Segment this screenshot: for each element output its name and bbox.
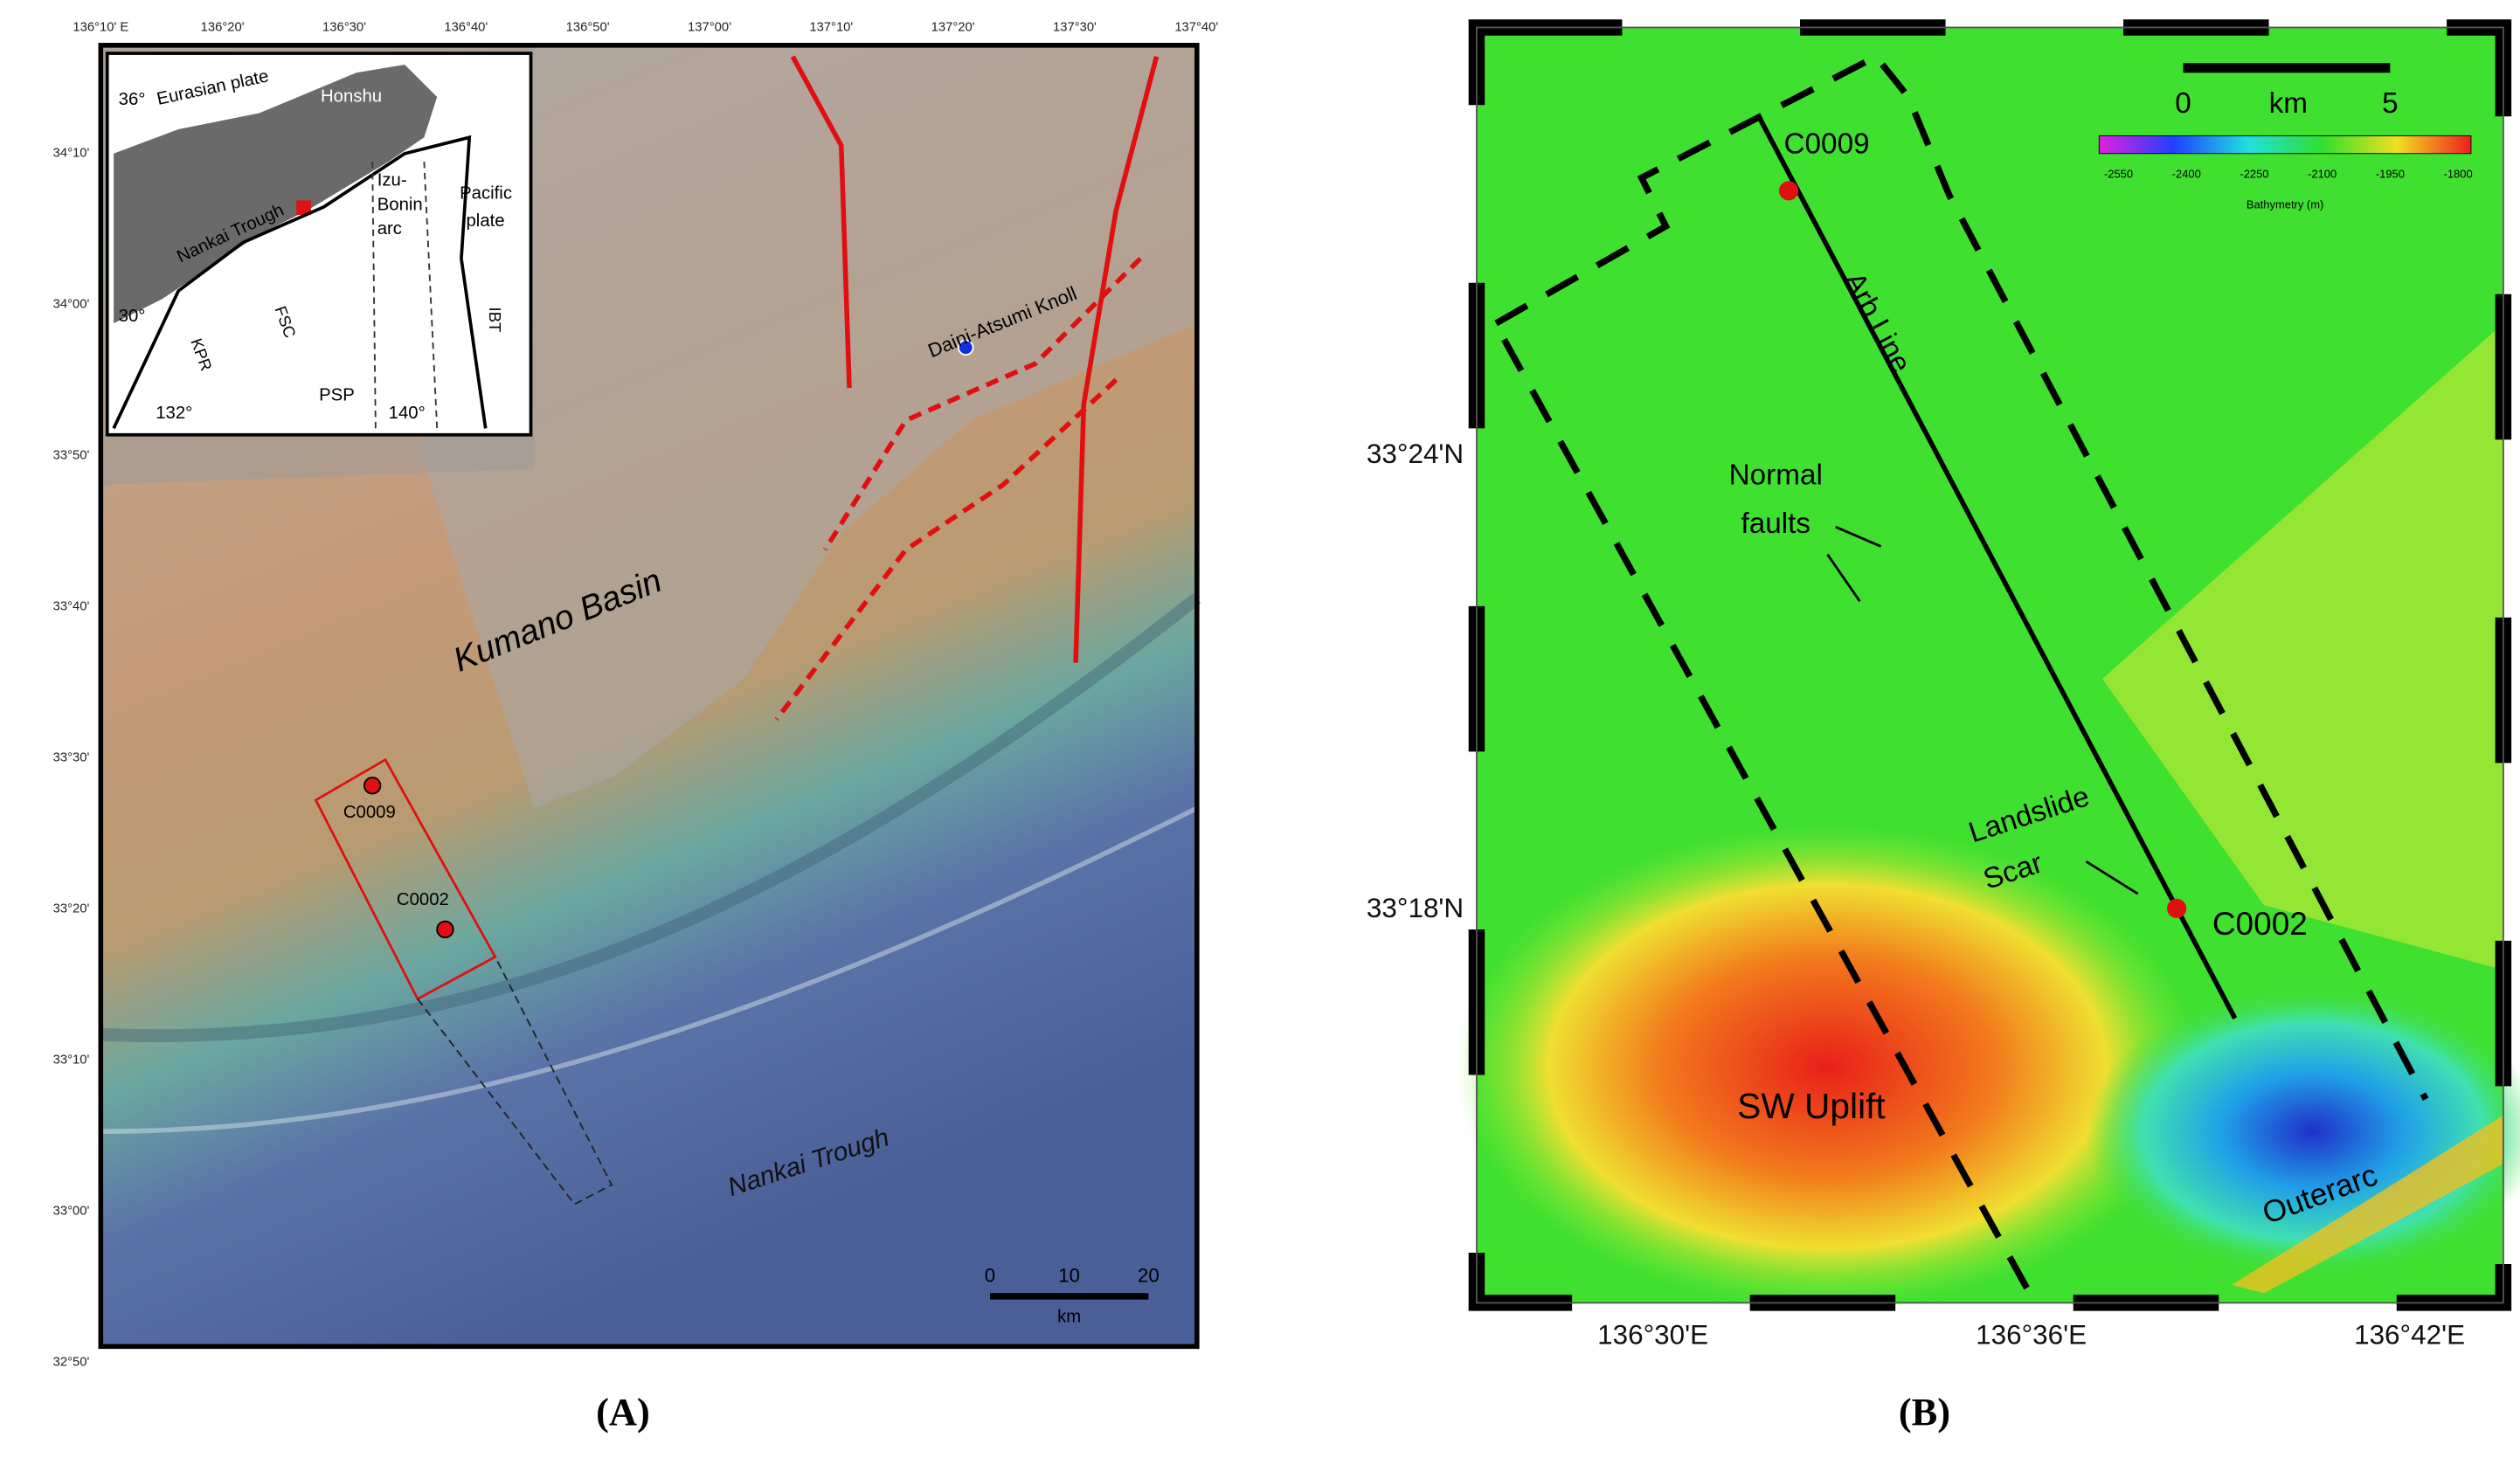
scale-label: 10 <box>1058 1265 1080 1287</box>
lon-label: 136°42'E <box>2354 1320 2465 1351</box>
scale-bar <box>2183 63 2391 73</box>
colorbar-tick-label: -2250 <box>2240 167 2268 180</box>
inset-label: 140° <box>389 404 426 423</box>
lon-label: 136°30' <box>322 20 366 34</box>
slope-ridge <box>100 805 1199 1135</box>
faults-label: Normal <box>1729 460 1823 492</box>
lon-label: 136°30'E <box>1597 1320 1708 1351</box>
panel-a: Kumano Basin Nankai Trough Daini-Atsumi … <box>98 43 1201 1434</box>
caption: (B) <box>1899 1390 1950 1434</box>
inset-label: 132° <box>156 404 192 423</box>
slope-b <box>2102 323 2503 971</box>
lat-label: 33°10' <box>53 1054 90 1068</box>
lon-label: 136°36'E <box>1976 1320 2087 1351</box>
scale-label: 0 <box>985 1265 995 1287</box>
lon-label: 136°20' <box>201 20 245 34</box>
inset-label: Honshu <box>321 86 382 106</box>
site-label: C0009 <box>343 803 396 822</box>
faults-label: faults <box>1741 508 1810 540</box>
inset-land <box>114 65 438 324</box>
site-marker <box>436 920 454 939</box>
lon-label: 136°50' <box>566 20 610 34</box>
inset-label: plate <box>466 211 504 231</box>
uplift-label: SW Uplift <box>1737 1086 1886 1126</box>
scale-unit: km <box>2269 87 2308 120</box>
caption: (A) <box>596 1390 650 1434</box>
inset-label: Izu- <box>377 171 407 190</box>
inset-map: 36° Eurasian plate Honshu Izu- Bonin arc… <box>105 52 533 437</box>
lat-label: 33°00' <box>53 1205 90 1219</box>
site-label: C0009 <box>1784 128 1870 160</box>
inset-trench <box>112 135 488 430</box>
fault-arrow <box>1073 56 1160 663</box>
lat-label: 33°20' <box>53 902 90 916</box>
site-label: C0002 <box>2212 906 2308 942</box>
lat-label: 33°50' <box>53 449 90 463</box>
colorbar-title: Bathymetry (m) <box>2247 197 2323 211</box>
inset-label: PSP <box>319 386 355 405</box>
lat-label: 34°00' <box>53 298 90 312</box>
pointer <box>2085 860 2139 895</box>
colorbar-tick-label: -1950 <box>2376 167 2405 180</box>
lat-label: 34°10' <box>53 147 90 161</box>
colorbar <box>2098 135 2472 155</box>
lon-label: 137°40' <box>1174 20 1218 34</box>
site-marker <box>1778 181 1799 201</box>
outerarc-ridge <box>2232 1115 2503 1294</box>
scale-label: 20 <box>1138 1265 1160 1287</box>
inset-label: arc <box>377 219 402 238</box>
scale-label: 0 <box>2175 87 2191 120</box>
dashed-fault <box>774 377 1118 722</box>
site-marker <box>2167 898 2187 918</box>
site-label: C0002 <box>397 890 449 909</box>
lon-label: 136°40' <box>444 20 488 34</box>
scale-unit: km <box>1057 1307 1081 1326</box>
colorbar-ticks: -2550 -2400 -2250 -2100 -1950 -1800 <box>2104 167 2473 180</box>
lat-label: 32°50' <box>53 1356 90 1370</box>
inset-label: Pacific <box>460 183 512 203</box>
inset-label: 36° <box>119 90 146 109</box>
survey-boundary <box>1501 337 2032 1296</box>
colorbar-tick-label: -2400 <box>2172 167 2201 180</box>
colorbar-tick-label: -2550 <box>2104 167 2133 180</box>
inset-label: 30° <box>119 307 146 326</box>
inset-label: IBT <box>486 307 504 333</box>
fault-arrow <box>790 55 852 389</box>
lat-label: 33°24'N <box>1367 439 1464 469</box>
lon-label: 136°10' E <box>73 20 128 34</box>
arb-line <box>1757 116 2238 1020</box>
survey-extension <box>417 956 613 1206</box>
inset-label: Bonin <box>377 195 423 214</box>
slope-ridge <box>100 592 1201 1042</box>
lat-label: 33°18'N <box>1367 893 1464 923</box>
shelf-relief <box>420 45 1197 809</box>
lon-label: 137°20' <box>931 20 975 34</box>
lon-label: 137°30' <box>1053 20 1097 34</box>
site-marker <box>363 777 382 795</box>
survey-boundary <box>1494 52 2429 1101</box>
lat-label: 33°40' <box>53 600 90 614</box>
colorbar-tick-label: -2100 <box>2308 167 2337 180</box>
scale-label: 5 <box>2382 87 2399 120</box>
panel-b: 0 km 5 -2550 -2400 -2250 -2100 -1950 -1800 Ba… <box>1455 19 2520 1434</box>
deep-basin <box>2086 985 2520 1277</box>
lon-label: 137°00' <box>688 20 731 34</box>
frame-b-edge <box>1476 26 2504 1304</box>
sw-uplift <box>1455 824 2200 1309</box>
frame-a <box>98 43 1200 1350</box>
lat-label: 33°30' <box>53 751 90 765</box>
colorbar-tick-label: -1800 <box>2444 167 2473 180</box>
knoll-marker <box>957 339 974 356</box>
dashed-fault <box>822 257 1143 551</box>
pointer <box>1826 525 1882 603</box>
inset-location <box>296 200 311 216</box>
lon-label: 137°10' <box>809 20 853 34</box>
axis-labels: 136°10' E 136°20' 136°30' 136°40' 136°50' 137… <box>53 20 2465 1369</box>
